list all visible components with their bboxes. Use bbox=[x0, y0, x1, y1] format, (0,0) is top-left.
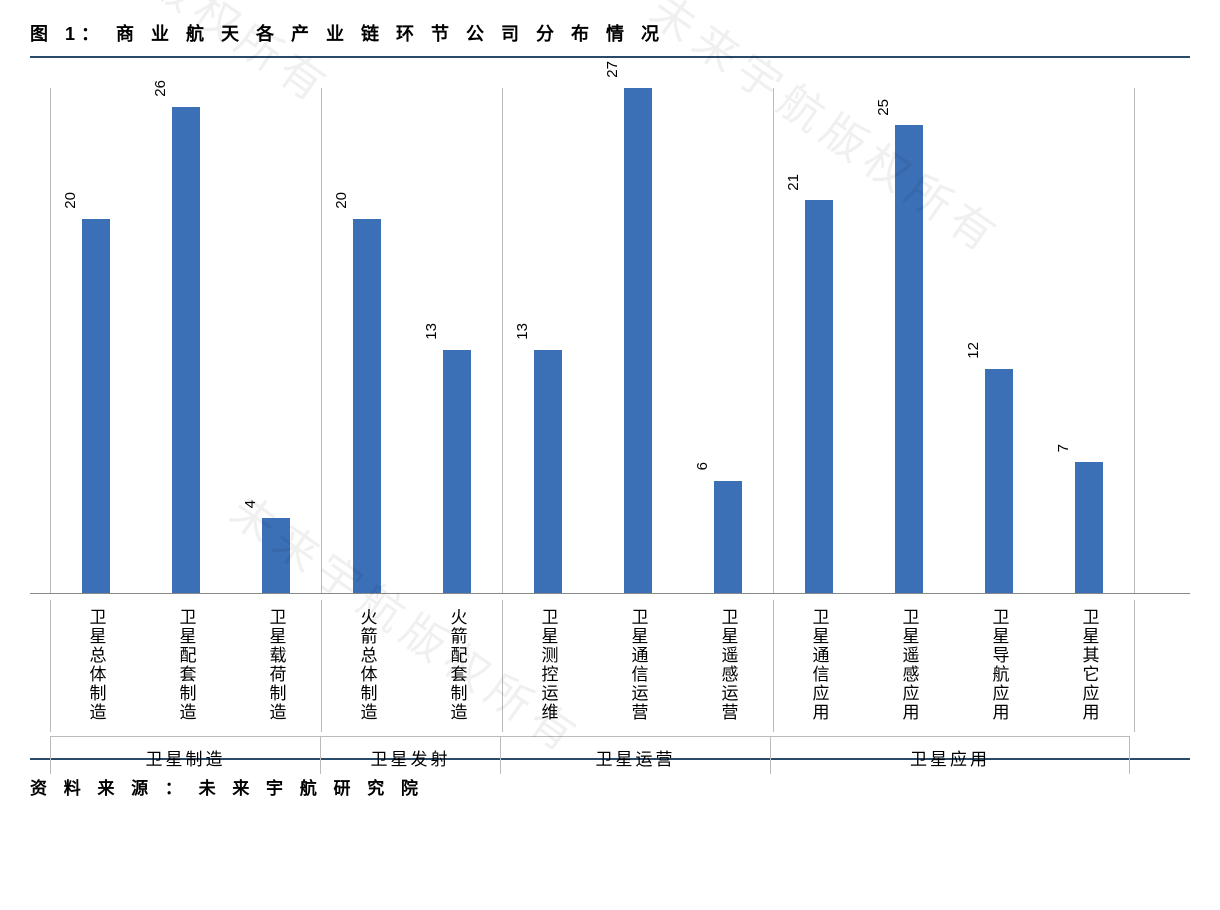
x-subcategory-text: 卫星通信应用 bbox=[807, 608, 832, 722]
x-subcategory: 卫星载荷制造 bbox=[231, 600, 321, 732]
bar bbox=[172, 107, 200, 593]
bar bbox=[1075, 462, 1103, 593]
bar-group: 20 26 4 bbox=[50, 88, 321, 593]
x-subcategory: 火箭总体制造 bbox=[322, 600, 412, 732]
bar-value-label: 21 bbox=[785, 174, 802, 191]
x-subcategory: 卫星配套制造 bbox=[141, 600, 231, 732]
bar-cell: 20 bbox=[322, 88, 412, 593]
bar-cell: 13 bbox=[503, 88, 593, 593]
bar-cell: 7 bbox=[1044, 88, 1134, 593]
x-subcategory: 卫星通信运营 bbox=[593, 600, 683, 732]
x-subcategory: 卫星总体制造 bbox=[51, 600, 141, 732]
bar-cell: 20 bbox=[51, 88, 141, 593]
bar-cell: 12 bbox=[954, 88, 1044, 593]
bar-value-label: 20 bbox=[333, 192, 350, 209]
x-subcategory: 卫星遥感运营 bbox=[683, 600, 773, 732]
bar-value-label: 13 bbox=[423, 323, 440, 340]
x-subcategory-text: 卫星总体制造 bbox=[84, 608, 109, 722]
bar-value-label: 13 bbox=[514, 323, 531, 340]
bar-value-label: 26 bbox=[152, 80, 169, 97]
x-subcategory-text: 卫星测控运维 bbox=[536, 608, 561, 722]
x-subcategory: 卫星导航应用 bbox=[954, 600, 1044, 732]
x-subcategory-text: 卫星配套制造 bbox=[174, 608, 199, 722]
bar-value-label: 4 bbox=[242, 500, 259, 508]
bar bbox=[805, 200, 833, 593]
bar bbox=[985, 369, 1013, 593]
x-subcategory-text: 卫星导航应用 bbox=[987, 608, 1012, 722]
x-sub-group: 卫星测控运维 卫星通信运营 卫星遥感运营 bbox=[502, 600, 773, 732]
bar bbox=[353, 219, 381, 593]
chart-frame: 202642013132762125127 卫星总体制造卫星配套制造卫星载荷制造… bbox=[30, 56, 1190, 760]
x-subcategory: 卫星测控运维 bbox=[503, 600, 593, 732]
x-subcategory: 卫星其它应用 bbox=[1044, 600, 1134, 732]
bar-cell: 21 bbox=[774, 88, 864, 593]
x-group-labels: 卫星制造卫星发射卫星运营卫星应用 bbox=[30, 732, 1190, 786]
bar-value-label: 25 bbox=[875, 99, 892, 116]
x-sub-group: 火箭总体制造 火箭配套制造 bbox=[321, 600, 502, 732]
x-subcategory-text: 卫星载荷制造 bbox=[264, 608, 289, 722]
plot-region: 202642013132762125127 bbox=[30, 58, 1190, 594]
bar bbox=[443, 350, 471, 593]
x-subcategory: 卫星通信应用 bbox=[774, 600, 864, 732]
x-subcategory-labels: 卫星总体制造 卫星配套制造 卫星载荷制造 火箭总体制造 火箭配套制造 卫星测控运维 卫星通信… bbox=[30, 594, 1190, 732]
bar bbox=[714, 481, 742, 593]
x-subcategory-text: 卫星遥感应用 bbox=[897, 608, 922, 722]
bar-cell: 4 bbox=[231, 88, 321, 593]
bar-value-label: 6 bbox=[694, 462, 711, 470]
x-group-label: 卫星制造 bbox=[50, 736, 320, 774]
x-subcategory: 卫星遥感应用 bbox=[864, 600, 954, 732]
bar bbox=[895, 125, 923, 593]
bar-cell: 27 bbox=[593, 88, 683, 593]
bar-cell: 26 bbox=[141, 88, 231, 593]
bar bbox=[624, 88, 652, 593]
chart-area: 202642013132762125127 卫星总体制造卫星配套制造卫星载荷制造… bbox=[30, 58, 1190, 758]
bar-cell: 13 bbox=[412, 88, 502, 593]
x-subcategory-text: 卫星通信运营 bbox=[626, 608, 651, 722]
bar-value-label: 7 bbox=[1055, 444, 1072, 452]
x-subcategory-text: 卫星其它应用 bbox=[1077, 608, 1102, 722]
bar-value-label: 20 bbox=[62, 192, 79, 209]
chart-title: 图 1： 商 业 航 天 各 产 业 链 环 节 公 司 分 布 情 况 bbox=[30, 20, 1190, 46]
x-group-label: 卫星发射 bbox=[320, 736, 500, 774]
bar-value-label: 12 bbox=[965, 342, 982, 359]
x-subcategory: 火箭配套制造 bbox=[412, 600, 502, 732]
x-group-label: 卫星运营 bbox=[500, 736, 770, 774]
bar-cell: 6 bbox=[683, 88, 773, 593]
bar-cell: 25 bbox=[864, 88, 954, 593]
bar bbox=[82, 219, 110, 593]
x-subcategory-text: 火箭总体制造 bbox=[355, 608, 380, 722]
bar-group: 21 25 12 7 bbox=[773, 88, 1135, 593]
x-group-label: 卫星应用 bbox=[770, 736, 1130, 774]
x-sub-group: 卫星通信应用 卫星遥感应用 卫星导航应用 卫星其它应用 bbox=[773, 600, 1135, 732]
bar-group: 13 27 6 bbox=[502, 88, 773, 593]
bar-value-label: 27 bbox=[604, 61, 621, 78]
x-subcategory-text: 卫星遥感运营 bbox=[716, 608, 741, 722]
x-subcategory-text: 火箭配套制造 bbox=[445, 608, 470, 722]
x-sub-group: 卫星总体制造 卫星配套制造 卫星载荷制造 bbox=[50, 600, 321, 732]
bar-group: 2013 bbox=[321, 88, 502, 593]
bar bbox=[262, 518, 290, 593]
bar bbox=[534, 350, 562, 593]
